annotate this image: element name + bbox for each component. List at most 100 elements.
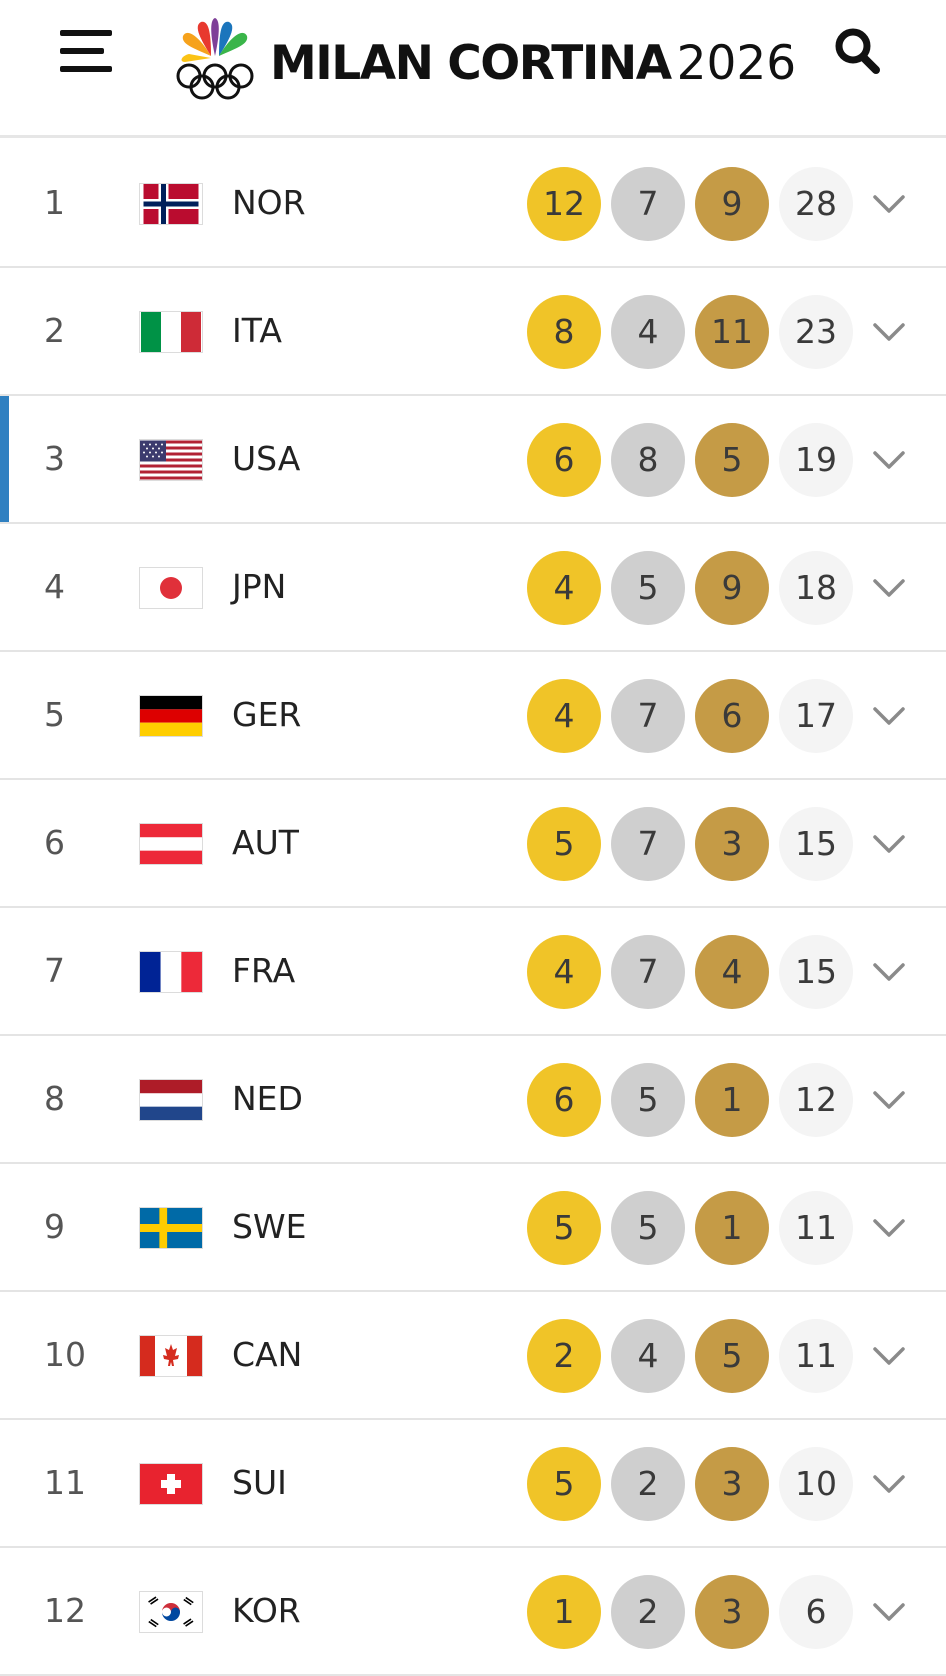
canada-flag-icon [140, 1336, 202, 1376]
country-code: NED [232, 1079, 303, 1118]
rank-number: 5 [44, 695, 65, 734]
country-code: SWE [232, 1207, 307, 1246]
gold-medal-count: 6 [527, 423, 601, 497]
total-medal-count: 23 [779, 295, 853, 369]
rank-number: 6 [44, 823, 65, 862]
medal-table: 1 NOR 12 7 9 28 2 ITA 8 4 11 23 3 USA 6 … [0, 140, 946, 1676]
total-medal-count: 15 [779, 935, 853, 1009]
top-header: MILAN CORTINA 2026 [0, 0, 946, 138]
medal-table-row-can[interactable]: 10 CAN 2 4 5 11 [0, 1292, 946, 1420]
silver-medal-count: 7 [611, 935, 685, 1009]
medal-table-row-kor[interactable]: 12 KOR 1 2 3 6 [0, 1548, 946, 1676]
bronze-medal-count: 6 [695, 679, 769, 753]
bronze-medal-count: 9 [695, 167, 769, 241]
chevron-down-icon[interactable] [872, 1213, 906, 1243]
chevron-down-icon[interactable] [872, 1469, 906, 1499]
gold-medal-count: 5 [527, 807, 601, 881]
japan-flag-icon [140, 568, 202, 608]
silver-medal-count: 4 [611, 295, 685, 369]
medal-table-row-ita[interactable]: 2 ITA 8 4 11 23 [0, 268, 946, 396]
medal-table-row-sui[interactable]: 11 SUI 5 2 3 10 [0, 1420, 946, 1548]
country-code: FRA [232, 951, 296, 990]
bronze-medal-count: 4 [695, 935, 769, 1009]
chevron-down-icon[interactable] [872, 1341, 906, 1371]
bronze-medal-count: 1 [695, 1063, 769, 1137]
usa-flag-icon [140, 440, 202, 480]
total-medal-count: 17 [779, 679, 853, 753]
medal-table-row-fra[interactable]: 7 FRA 4 7 4 15 [0, 908, 946, 1036]
total-medal-count: 11 [779, 1191, 853, 1265]
germany-flag-icon [140, 696, 202, 736]
site-logo[interactable]: MILAN CORTINA 2026 [175, 14, 796, 104]
chevron-down-icon[interactable] [872, 189, 906, 219]
total-medal-count: 10 [779, 1447, 853, 1521]
total-medal-count: 6 [779, 1575, 853, 1649]
chevron-down-icon[interactable] [872, 573, 906, 603]
rank-number: 4 [44, 567, 65, 606]
gold-medal-count: 5 [527, 1191, 601, 1265]
medal-table-row-swe[interactable]: 9 SWE 5 5 1 11 [0, 1164, 946, 1292]
medal-table-row-usa[interactable]: 3 USA 6 8 5 19 [0, 396, 946, 524]
chevron-down-icon[interactable] [872, 957, 906, 987]
bronze-medal-count: 3 [695, 807, 769, 881]
country-code: JPN [232, 567, 287, 606]
medal-table-row-nor[interactable]: 1 NOR 12 7 9 28 [0, 140, 946, 268]
medal-table-row-jpn[interactable]: 4 JPN 4 5 9 18 [0, 524, 946, 652]
south-korea-flag-icon [140, 1592, 202, 1632]
rank-number: 7 [44, 951, 65, 990]
medal-table-row-ned[interactable]: 8 NED 6 5 1 12 [0, 1036, 946, 1164]
bronze-medal-count: 3 [695, 1575, 769, 1649]
chevron-down-icon[interactable] [872, 701, 906, 731]
rank-number: 3 [44, 439, 65, 478]
country-code: ITA [232, 311, 282, 350]
total-medal-count: 19 [779, 423, 853, 497]
silver-medal-count: 5 [611, 1191, 685, 1265]
silver-medal-count: 2 [611, 1447, 685, 1521]
bronze-medal-count: 11 [695, 295, 769, 369]
netherlands-flag-icon [140, 1080, 202, 1120]
chevron-down-icon[interactable] [872, 829, 906, 859]
search-icon[interactable] [830, 24, 886, 80]
total-medal-count: 18 [779, 551, 853, 625]
rank-number: 8 [44, 1079, 65, 1118]
gold-medal-count: 2 [527, 1319, 601, 1393]
norway-flag-icon [140, 184, 202, 224]
gold-medal-count: 1 [527, 1575, 601, 1649]
country-code: SUI [232, 1463, 287, 1502]
rank-number: 2 [44, 311, 65, 350]
silver-medal-count: 2 [611, 1575, 685, 1649]
medal-table-row-aut[interactable]: 6 AUT 5 7 3 15 [0, 780, 946, 908]
chevron-down-icon[interactable] [872, 1085, 906, 1115]
silver-medal-count: 7 [611, 679, 685, 753]
medal-table-row-ger[interactable]: 5 GER 4 7 6 17 [0, 652, 946, 780]
france-flag-icon [140, 952, 202, 992]
gold-medal-count: 5 [527, 1447, 601, 1521]
silver-medal-count: 5 [611, 551, 685, 625]
chevron-down-icon[interactable] [872, 317, 906, 347]
chevron-down-icon[interactable] [872, 1597, 906, 1627]
silver-medal-count: 7 [611, 167, 685, 241]
total-medal-count: 11 [779, 1319, 853, 1393]
country-code: CAN [232, 1335, 303, 1374]
austria-flag-icon [140, 824, 202, 864]
silver-medal-count: 4 [611, 1319, 685, 1393]
gold-medal-count: 12 [527, 167, 601, 241]
silver-medal-count: 7 [611, 807, 685, 881]
silver-medal-count: 8 [611, 423, 685, 497]
total-medal-count: 12 [779, 1063, 853, 1137]
italy-flag-icon [140, 312, 202, 352]
bronze-medal-count: 5 [695, 1319, 769, 1393]
country-code: AUT [232, 823, 299, 862]
bronze-medal-count: 9 [695, 551, 769, 625]
bronze-medal-count: 1 [695, 1191, 769, 1265]
total-medal-count: 28 [779, 167, 853, 241]
country-code: GER [232, 695, 302, 734]
bronze-medal-count: 3 [695, 1447, 769, 1521]
rank-number: 12 [44, 1591, 86, 1630]
rank-number: 11 [44, 1463, 86, 1502]
chevron-down-icon[interactable] [872, 445, 906, 475]
silver-medal-count: 5 [611, 1063, 685, 1137]
bronze-medal-count: 5 [695, 423, 769, 497]
gold-medal-count: 4 [527, 551, 601, 625]
hamburger-menu-icon[interactable] [60, 28, 112, 76]
